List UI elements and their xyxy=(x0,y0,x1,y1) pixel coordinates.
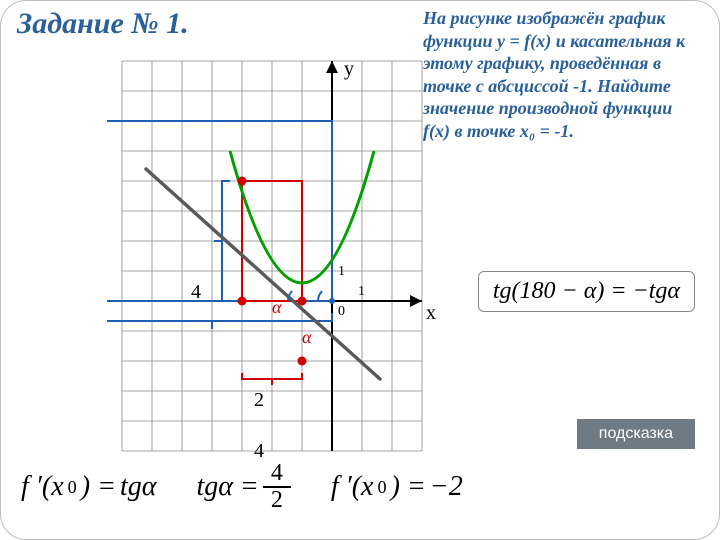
svg-text:4: 4 xyxy=(191,281,201,303)
f1-sub: 0 xyxy=(68,477,77,498)
identity-lhs: tg(180 − α) = xyxy=(493,278,627,304)
formula-bar: f ′(x0) = tgα tgα = 4 2 f ′(x0) = −2 xyxy=(21,461,463,513)
f1-lhs: f ′(x xyxy=(21,471,64,503)
formula-1: f ′(x0) = tgα xyxy=(21,471,156,503)
f2-den: 2 xyxy=(263,488,291,513)
formula-2: tgα = 4 2 xyxy=(196,461,290,513)
f2-num: 4 xyxy=(263,461,291,488)
svg-text:y: y xyxy=(344,58,354,80)
f3-mid: ) = xyxy=(391,471,426,503)
svg-text:1: 1 xyxy=(338,264,345,279)
graph-chart: xy110αα8424 xyxy=(107,51,437,466)
f3-lhs: f ′(x xyxy=(331,471,374,503)
task-title: Задание № 1. xyxy=(17,7,189,41)
svg-text:x: x xyxy=(426,302,436,324)
f3-sub: 0 xyxy=(377,477,386,498)
svg-text:1: 1 xyxy=(358,284,365,299)
hint-button[interactable]: подсказка xyxy=(577,419,695,449)
f1-mid: ) = xyxy=(81,471,116,503)
svg-text:2: 2 xyxy=(254,389,264,411)
f3-rhs: −2 xyxy=(430,471,463,503)
identity-box: tg(180 − α) = −tgα xyxy=(478,271,695,312)
svg-text:4: 4 xyxy=(254,440,264,461)
f2-frac: 4 2 xyxy=(263,461,291,513)
formula-3: f ′(x0) = −2 xyxy=(331,471,463,503)
svg-text:0: 0 xyxy=(338,304,345,319)
svg-text:α: α xyxy=(302,327,312,347)
identity-rhs: −tgα xyxy=(633,278,680,304)
f1-rhs: tgα xyxy=(120,471,156,503)
f2-lhs: tgα = xyxy=(196,471,258,503)
task-description: На рисунке изображён график функции y = … xyxy=(423,7,703,142)
svg-text:α: α xyxy=(272,297,282,317)
